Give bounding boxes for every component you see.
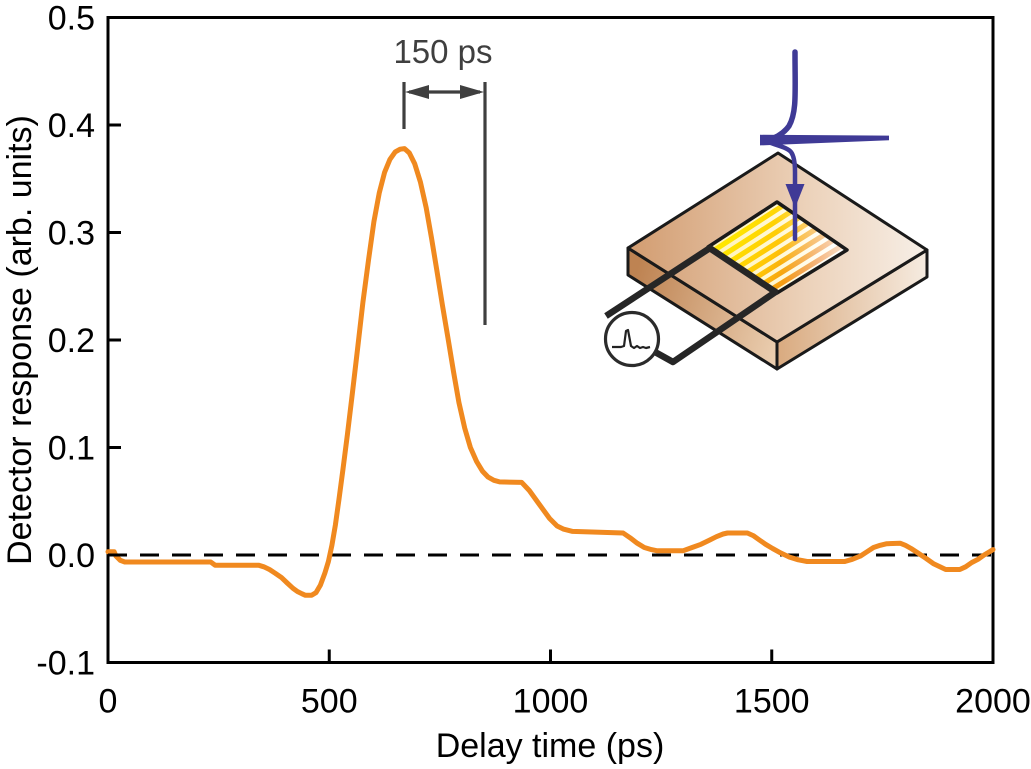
pulse-spike (760, 134, 889, 146)
detector-response-curve (105, 146, 996, 598)
y-tick-label: 0.2 (48, 322, 95, 360)
x-tick-label: 2000 (955, 683, 1031, 721)
pulse-width-annotation: 150 ps (393, 33, 493, 325)
incident-pulse-trace (763, 49, 798, 144)
y-tick-label: 0.4 (48, 107, 95, 145)
y-tick-label: -0.1 (36, 645, 95, 683)
electrode-contact-edge (706, 244, 779, 296)
annotation-arrowhead-right-icon (460, 85, 484, 99)
pulse-meter-circle (603, 310, 661, 368)
x-axis-title: Delay time (ps) (436, 727, 665, 765)
x-tick-label: 1500 (734, 683, 810, 721)
pulse-arrow-shaft (763, 138, 798, 242)
annotation-label: 150 ps (393, 33, 492, 70)
pulse-arrowhead-icon (785, 184, 805, 208)
y-tick-label: 0.1 (48, 430, 95, 468)
y-tick-label: 0.3 (48, 215, 95, 253)
x-tick-label: 500 (301, 683, 358, 721)
wire-to-left-contact (604, 245, 712, 319)
annotation-arrowhead-left-icon (405, 85, 429, 99)
wire-to-bottom-contact (653, 288, 779, 366)
y-axis-ticks: 0.5 0.4 0.3 0.2 0.1 0.0 -0.1 (36, 0, 121, 683)
y-axis-title: Detector response (arb. units) (1, 115, 39, 565)
x-tick-label: 1000 (513, 683, 589, 721)
y-tick-label: 0.5 (48, 0, 95, 38)
meter-pulse-waveform-icon (612, 328, 651, 350)
y-tick-label: 0.0 (48, 537, 95, 575)
x-axis-ticks: 0 500 1000 1500 2000 (99, 649, 1031, 721)
x-tick-label: 0 (99, 683, 118, 721)
detector-chip-inset (603, 49, 929, 371)
